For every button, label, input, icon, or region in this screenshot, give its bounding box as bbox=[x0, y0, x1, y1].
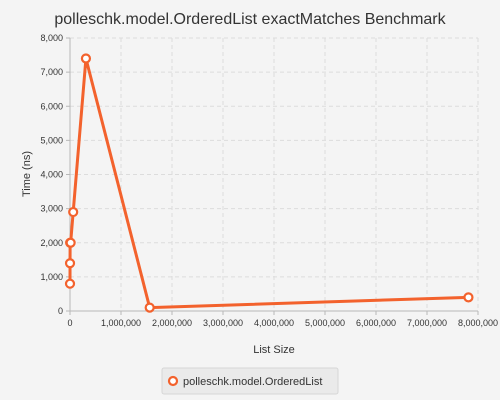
legend-box bbox=[161, 367, 339, 395]
y-axis-ticks: 0 1,000 2,000 3,000 4,000 5,000 6,000 7,000 8,00… bbox=[40, 33, 70, 316]
x-axis-label: List Size bbox=[253, 344, 295, 356]
y-axis-label: Time (ns) bbox=[21, 151, 33, 197]
data-point bbox=[463, 292, 474, 303]
x-tick-label: 5,000,000 bbox=[305, 318, 345, 328]
grid bbox=[70, 37, 479, 311]
data-point bbox=[80, 53, 92, 64]
x-tick-label: 7,000,000 bbox=[407, 318, 447, 328]
y-tick-label: 7,000 bbox=[40, 67, 63, 77]
x-tick-label: 0 bbox=[67, 318, 72, 328]
y-tick-label: 1,000 bbox=[40, 272, 63, 282]
series-layer bbox=[64, 53, 474, 313]
chart-title: polleschk.model.OrderedList exactMatches… bbox=[54, 11, 446, 28]
legend: polleschk.model.OrderedList bbox=[161, 367, 339, 395]
y-tick-label: 4,000 bbox=[40, 170, 63, 180]
data-point bbox=[144, 302, 155, 313]
x-tick-label: 3,000,000 bbox=[203, 318, 243, 328]
y-tick-label: 0 bbox=[58, 306, 63, 316]
y-tick-label: 8,000 bbox=[40, 33, 63, 43]
x-tick-label: 1,000,000 bbox=[101, 318, 141, 328]
x-axis-ticks: 0 1,000,000 2,000,000 3,000,000 4,000,000 5,0… bbox=[67, 311, 498, 328]
data-point bbox=[68, 206, 79, 218]
data-point bbox=[64, 278, 76, 289]
x-tick-label: 4,000,000 bbox=[254, 318, 294, 328]
y-tick-label: 5,000 bbox=[40, 135, 63, 145]
data-point bbox=[65, 237, 76, 248]
y-tick-label: 3,000 bbox=[40, 204, 63, 214]
legend-marker bbox=[167, 375, 179, 387]
data-point bbox=[64, 258, 76, 269]
x-tick-label: 8,000,000 bbox=[458, 318, 498, 328]
x-tick-label: 2,000,000 bbox=[152, 318, 192, 328]
legend-label: polleschk.model.OrderedList bbox=[183, 376, 322, 388]
y-tick-label: 2,000 bbox=[40, 238, 63, 248]
y-tick-label: 6,000 bbox=[40, 101, 63, 111]
x-tick-label: 6,000,000 bbox=[356, 318, 396, 328]
